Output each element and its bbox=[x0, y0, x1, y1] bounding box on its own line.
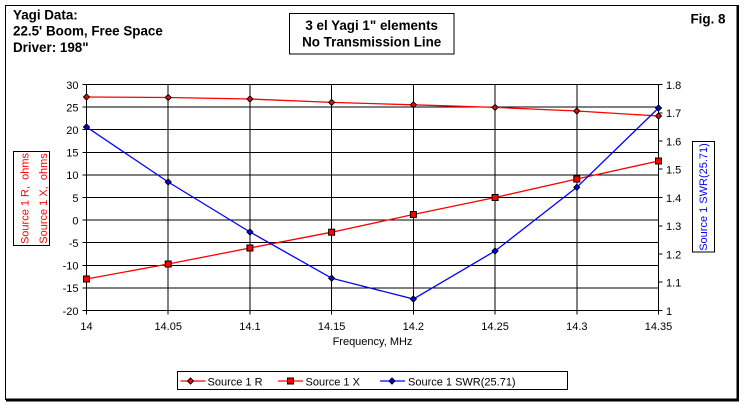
svg-text:20: 20 bbox=[66, 125, 78, 137]
svg-text:14.3: 14.3 bbox=[566, 321, 587, 333]
svg-text:Source 1 SWR(25.71): Source 1 SWR(25.71) bbox=[408, 377, 516, 389]
svg-text:-5: -5 bbox=[69, 238, 79, 250]
svg-text:Source 1 X: Source 1 X bbox=[306, 377, 361, 389]
svg-text:-15: -15 bbox=[63, 283, 79, 295]
svg-text:14.35: 14.35 bbox=[645, 321, 673, 333]
svg-text:30: 30 bbox=[66, 80, 78, 92]
svg-text:22.5' Boom, Free Space: 22.5' Boom, Free Space bbox=[13, 24, 163, 39]
svg-text:1.2: 1.2 bbox=[666, 249, 681, 261]
svg-text:5: 5 bbox=[72, 193, 78, 205]
svg-text:Source 1 R: Source 1 R bbox=[208, 377, 263, 389]
svg-text:1: 1 bbox=[666, 306, 672, 318]
svg-text:No Transmission Line: No Transmission Line bbox=[302, 35, 441, 50]
svg-text:14.25: 14.25 bbox=[481, 321, 509, 333]
svg-text:14.15: 14.15 bbox=[318, 321, 346, 333]
svg-text:14.1: 14.1 bbox=[239, 321, 260, 333]
svg-text:Fig. 8: Fig. 8 bbox=[691, 12, 727, 27]
svg-text:14.05: 14.05 bbox=[154, 321, 182, 333]
svg-text:0: 0 bbox=[72, 215, 78, 227]
svg-text:1.7: 1.7 bbox=[666, 108, 681, 120]
svg-text:10: 10 bbox=[66, 170, 78, 182]
svg-text:1.8: 1.8 bbox=[666, 80, 681, 92]
svg-text:1.5: 1.5 bbox=[666, 165, 681, 177]
svg-text:25: 25 bbox=[66, 102, 78, 114]
svg-text:1.1: 1.1 bbox=[666, 278, 681, 290]
svg-text:Source 1 R, ohms: Source 1 R, ohms bbox=[20, 152, 32, 244]
svg-text:1.3: 1.3 bbox=[666, 221, 681, 233]
svg-text:15: 15 bbox=[66, 148, 78, 160]
svg-text:-20: -20 bbox=[63, 306, 79, 318]
svg-text:Driver: 198": Driver: 198" bbox=[13, 40, 89, 55]
svg-text:14.2: 14.2 bbox=[403, 321, 424, 333]
svg-text:1.4: 1.4 bbox=[666, 193, 681, 205]
svg-text:Yagi Data:: Yagi Data: bbox=[13, 7, 78, 22]
svg-text:Source 1 X, ohms: Source 1 X, ohms bbox=[38, 153, 50, 244]
svg-text:3 el Yagi 1" elements: 3 el Yagi 1" elements bbox=[305, 18, 438, 33]
svg-text:1.6: 1.6 bbox=[666, 136, 681, 148]
svg-text:Frequency, MHz: Frequency, MHz bbox=[333, 336, 413, 348]
svg-text:Source 1 SWR(25.71): Source 1 SWR(25.71) bbox=[698, 143, 710, 251]
svg-text:14: 14 bbox=[80, 321, 92, 333]
svg-text:-10: -10 bbox=[63, 261, 79, 273]
